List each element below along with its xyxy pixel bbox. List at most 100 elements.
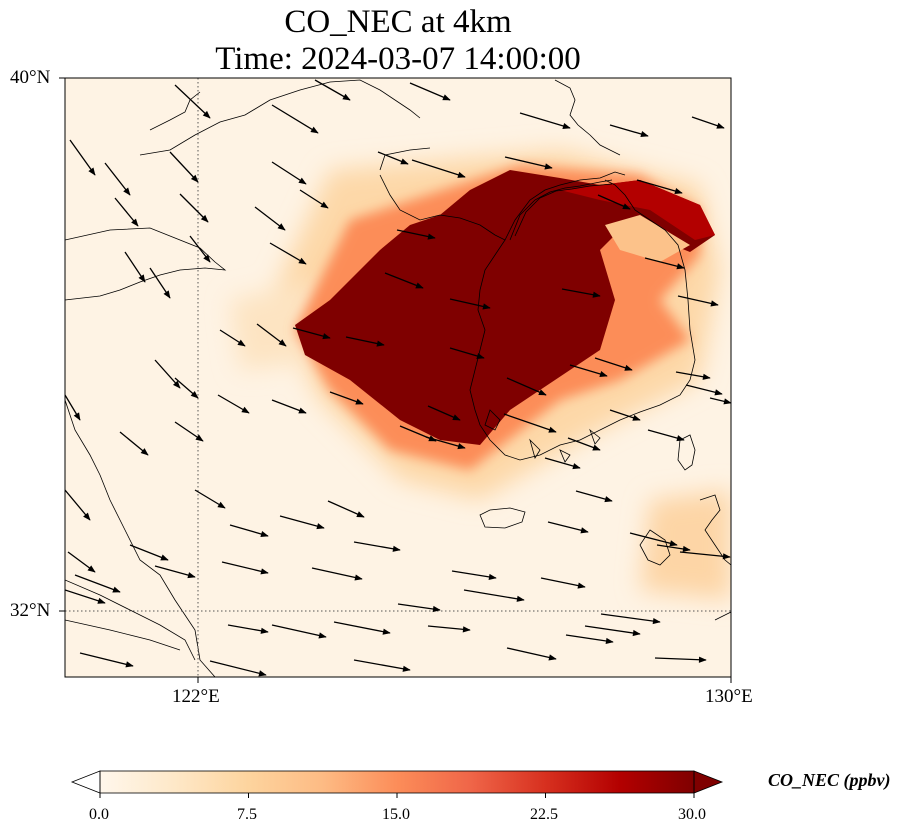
wind-arrow: [397, 603, 441, 613]
wind-arrow: [256, 323, 287, 347]
wind-arrow: [677, 295, 719, 307]
colorbar: [70, 770, 724, 798]
wind-arrow: [271, 104, 319, 134]
wind-arrow: [299, 189, 329, 209]
wind-arrow: [609, 409, 641, 421]
wind-arrow: [425, 436, 466, 450]
wind-arrow: [636, 179, 683, 195]
colorbar-tick-label: 22.5: [530, 806, 558, 823]
wind-arrow: [104, 162, 131, 196]
colorbar-tick-label: 15.0: [382, 806, 410, 823]
wind-arrow: [209, 660, 267, 677]
wind-arrow: [179, 193, 209, 223]
concentration-field: [65, 78, 731, 677]
wind-arrow: [124, 251, 146, 283]
wind-arrow: [629, 532, 678, 547]
wind-arrow: [656, 544, 691, 553]
wind-arrow: [654, 656, 707, 663]
gridlines: [65, 78, 731, 677]
colorbar-gradient: [100, 771, 694, 793]
wind-arrow: [311, 567, 363, 581]
wind-arrow: [271, 399, 307, 414]
wind-arrow: [69, 139, 96, 176]
colorbar-extend-low: [70, 770, 101, 794]
wind-arrow: [74, 574, 121, 593]
wind-arrow: [609, 124, 649, 138]
wind-arrow: [114, 197, 139, 227]
wind-arrow: [65, 489, 91, 521]
wind-arrow: [217, 394, 250, 414]
wind-arrow: [504, 156, 553, 170]
plume-core: [295, 170, 715, 445]
wind-arrow: [647, 429, 685, 442]
wind-arrow: [79, 652, 134, 668]
colorbar-tick-label: 0.0: [89, 806, 109, 823]
wind-arrow: [519, 112, 571, 129]
wind-arrow: [119, 431, 149, 456]
wind-arrow: [600, 613, 661, 625]
wind-arrow: [449, 347, 485, 360]
lat-label-32n: 32°N: [10, 600, 51, 621]
wind-arrow: [427, 625, 471, 633]
wind-arrow: [189, 235, 211, 263]
wind-arrow: [396, 229, 436, 240]
wind-arrow: [353, 659, 411, 672]
wind-arrow: [685, 384, 723, 396]
wind-arrow: [327, 500, 365, 518]
wind-arrow: [67, 551, 96, 573]
lat-label-40n: 40°N: [10, 67, 51, 88]
wind-arrow: [221, 561, 269, 575]
wind-arrow: [679, 551, 731, 560]
wind-arrow: [345, 336, 385, 347]
wind-vectors: [65, 79, 731, 677]
wind-arrow: [377, 151, 409, 165]
axis-ticks: [59, 77, 732, 683]
wind-arrow: [384, 272, 424, 289]
colorbar-extend-high: [693, 770, 724, 794]
wind-arrow: [449, 298, 491, 310]
wind-arrow: [314, 79, 351, 101]
wind-arrow: [227, 624, 269, 634]
wind-arrow: [569, 364, 608, 377]
lon-label-130e: 130°E: [705, 686, 753, 707]
map-title-time: Time: 2024-03-07 14:00:00: [215, 41, 581, 77]
colorbar-tick-label: 30.0: [678, 806, 706, 823]
plume-notch: [605, 215, 690, 262]
wind-arrow: [65, 589, 106, 604]
wind-arrow: [451, 570, 497, 580]
wind-arrow: [506, 647, 557, 661]
wind-arrow: [279, 515, 325, 530]
wind-arrow: [675, 371, 711, 380]
wind-arrow: [584, 625, 641, 637]
wind-arrow: [691, 116, 725, 129]
wind-arrow: [149, 267, 171, 299]
coastlines: [65, 79, 731, 677]
wind-arrow: [271, 161, 307, 185]
wind-arrow: [409, 82, 451, 101]
wind-arrow: [544, 457, 581, 470]
wind-arrow: [269, 242, 307, 265]
wind-arrow: [169, 151, 199, 183]
wind-arrow: [292, 327, 331, 340]
wind-arrow: [154, 565, 196, 579]
wind-arrow: [547, 521, 589, 534]
wind-arrow: [174, 84, 211, 119]
map-frame: [64, 77, 732, 678]
wind-arrow: [174, 377, 199, 399]
wind-arrow: [174, 421, 204, 442]
wind-arrow: [129, 544, 169, 561]
colorbar-tick-label: 7.5: [237, 806, 257, 823]
wind-arrow: [540, 577, 586, 589]
wind-arrow: [644, 257, 685, 270]
wind-arrow: [709, 397, 731, 405]
wind-arrow: [503, 413, 557, 433]
wind-arrow: [567, 437, 601, 451]
wind-arrow: [463, 589, 525, 602]
wind-arrow: [65, 394, 81, 421]
wind-arrow: [229, 524, 269, 538]
wind-arrow: [333, 621, 391, 635]
wind-arrow: [219, 329, 246, 347]
wind-arrow: [597, 194, 631, 210]
wind-arrow: [411, 159, 466, 178]
wind-arrow: [561, 288, 601, 298]
